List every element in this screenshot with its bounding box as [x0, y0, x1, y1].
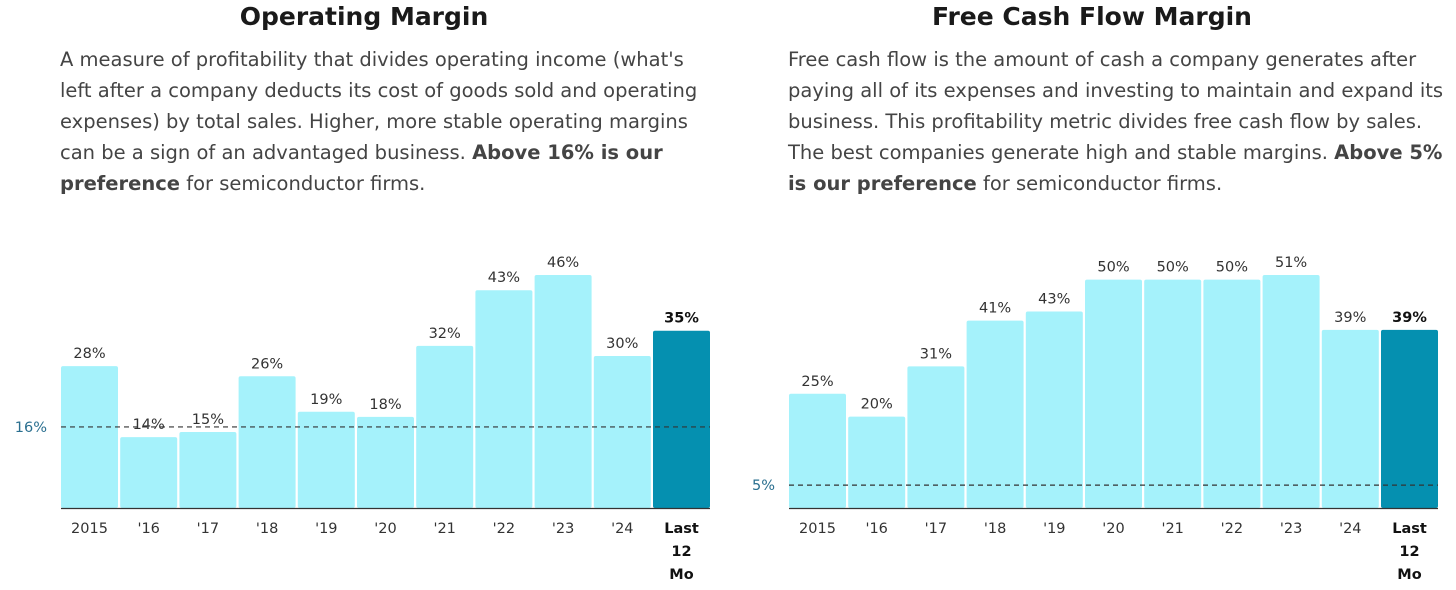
bar-0	[789, 393, 846, 508]
bar-value-label: 20%	[861, 397, 893, 413]
bar-value-label: 46%	[547, 255, 579, 271]
x-tick-label: '19	[315, 521, 337, 537]
bar-value-label: 39%	[1392, 310, 1427, 326]
bar-3	[238, 376, 296, 508]
bar-value-label: 50%	[1157, 260, 1189, 276]
bar-7	[1203, 279, 1261, 508]
chart-description: A measure of profitability that divides …	[60, 44, 720, 199]
bar-value-label: 14%	[133, 417, 165, 433]
x-tick-label: '24	[1339, 521, 1361, 537]
bar-value-label: 31%	[920, 346, 952, 362]
bar-9	[1321, 329, 1379, 508]
bar-2	[179, 432, 237, 508]
reference-line-label: 16%	[15, 420, 47, 436]
x-tick-label: '17	[197, 521, 219, 537]
description-preference: Above 5% is our preference	[788, 141, 1443, 195]
description-text: Free cash flow is the amount of cash a c…	[788, 48, 1444, 164]
x-tick-label: '18	[984, 521, 1006, 537]
bar-6	[416, 345, 474, 508]
x-tick-label: Last 12 Mo	[1392, 521, 1427, 583]
x-tick-label: '18	[256, 521, 278, 537]
x-tick-label: '16	[865, 521, 887, 537]
bar-value-label: 39%	[1334, 310, 1366, 326]
x-tick-label: '21	[1161, 521, 1183, 537]
bar-value-label: 18%	[369, 397, 401, 413]
x-tick-label: '17	[925, 521, 947, 537]
description-preference: Above 16% is our preference	[60, 141, 663, 195]
bar-value-label: 30%	[606, 336, 638, 352]
bar-value-label: 19%	[310, 392, 342, 408]
bar-value-label: 43%	[488, 270, 520, 286]
bar-4	[1025, 311, 1083, 508]
x-tick-label: '23	[552, 521, 574, 537]
free-cash-flow-margin-panel: Free Cash Flow Margin Free cash flow is …	[742, 0, 1443, 590]
x-tick-label: '19	[1043, 521, 1065, 537]
bar-value-label: 50%	[1097, 260, 1129, 276]
bar-2	[907, 366, 965, 508]
description-tail: for semiconductor firms.	[983, 172, 1223, 195]
bar-0	[61, 366, 118, 508]
chart-title: Free Cash Flow Margin	[932, 2, 1252, 31]
x-tick-label: '16	[137, 521, 159, 537]
bar-4	[297, 411, 355, 508]
x-tick-label: Last 12 Mo	[664, 521, 699, 583]
bar-value-label: 25%	[801, 374, 833, 390]
bar-1	[120, 437, 178, 508]
bar-6	[1144, 279, 1202, 508]
bar-5	[1085, 279, 1142, 508]
bar-value-label: 28%	[73, 346, 105, 362]
bar-10	[653, 330, 710, 508]
chart-description: Free cash flow is the amount of cash a c…	[788, 44, 1448, 199]
operating-margin-chart: 28% 14% 15% 26% 19% 18% 32% 43% 46% 30% 35% 16% 2015…	[15, 255, 710, 583]
x-tick-label: '21	[433, 521, 455, 537]
x-tick-label: 2015	[71, 521, 108, 537]
x-tick-label: '22	[493, 521, 515, 537]
bar-5	[357, 416, 414, 508]
description-text: A measure of profitability that divides …	[60, 48, 698, 164]
bar-8	[1262, 275, 1320, 508]
bar-8	[534, 275, 592, 508]
reference-line-label: 5%	[752, 478, 775, 494]
x-tick-label: '23	[1280, 521, 1302, 537]
bar-value-label: 15%	[192, 412, 224, 428]
bar-value-label: 41%	[979, 301, 1011, 317]
x-tick-label: '24	[611, 521, 633, 537]
description-tail: for semiconductor firms.	[186, 172, 426, 195]
x-tick-label: '20	[1102, 521, 1124, 537]
bar-7	[475, 290, 533, 508]
bar-value-label: 50%	[1216, 260, 1248, 276]
bar-10	[1381, 329, 1438, 508]
operating-margin-panel: Operating Margin A measure of profitabil…	[14, 0, 714, 590]
x-tick-label: 2015	[799, 521, 836, 537]
free-cash-flow-margin-chart: 25% 20% 31% 41% 43% 50% 50% 50% 51% 39% 39% 5% 2015 '…	[752, 255, 1438, 583]
bar-value-label: 32%	[429, 326, 461, 342]
bar-3	[966, 320, 1024, 508]
chart-title: Operating Margin	[239, 2, 489, 31]
bar-value-label: 26%	[251, 356, 283, 372]
x-tick-label: '22	[1221, 521, 1243, 537]
x-tick-label: '20	[374, 521, 396, 537]
bar-value-label: 35%	[664, 311, 699, 327]
bar-1	[848, 416, 906, 508]
bar-value-label: 43%	[1038, 292, 1070, 308]
bar-value-label: 51%	[1275, 255, 1307, 271]
bar-9	[593, 356, 651, 508]
